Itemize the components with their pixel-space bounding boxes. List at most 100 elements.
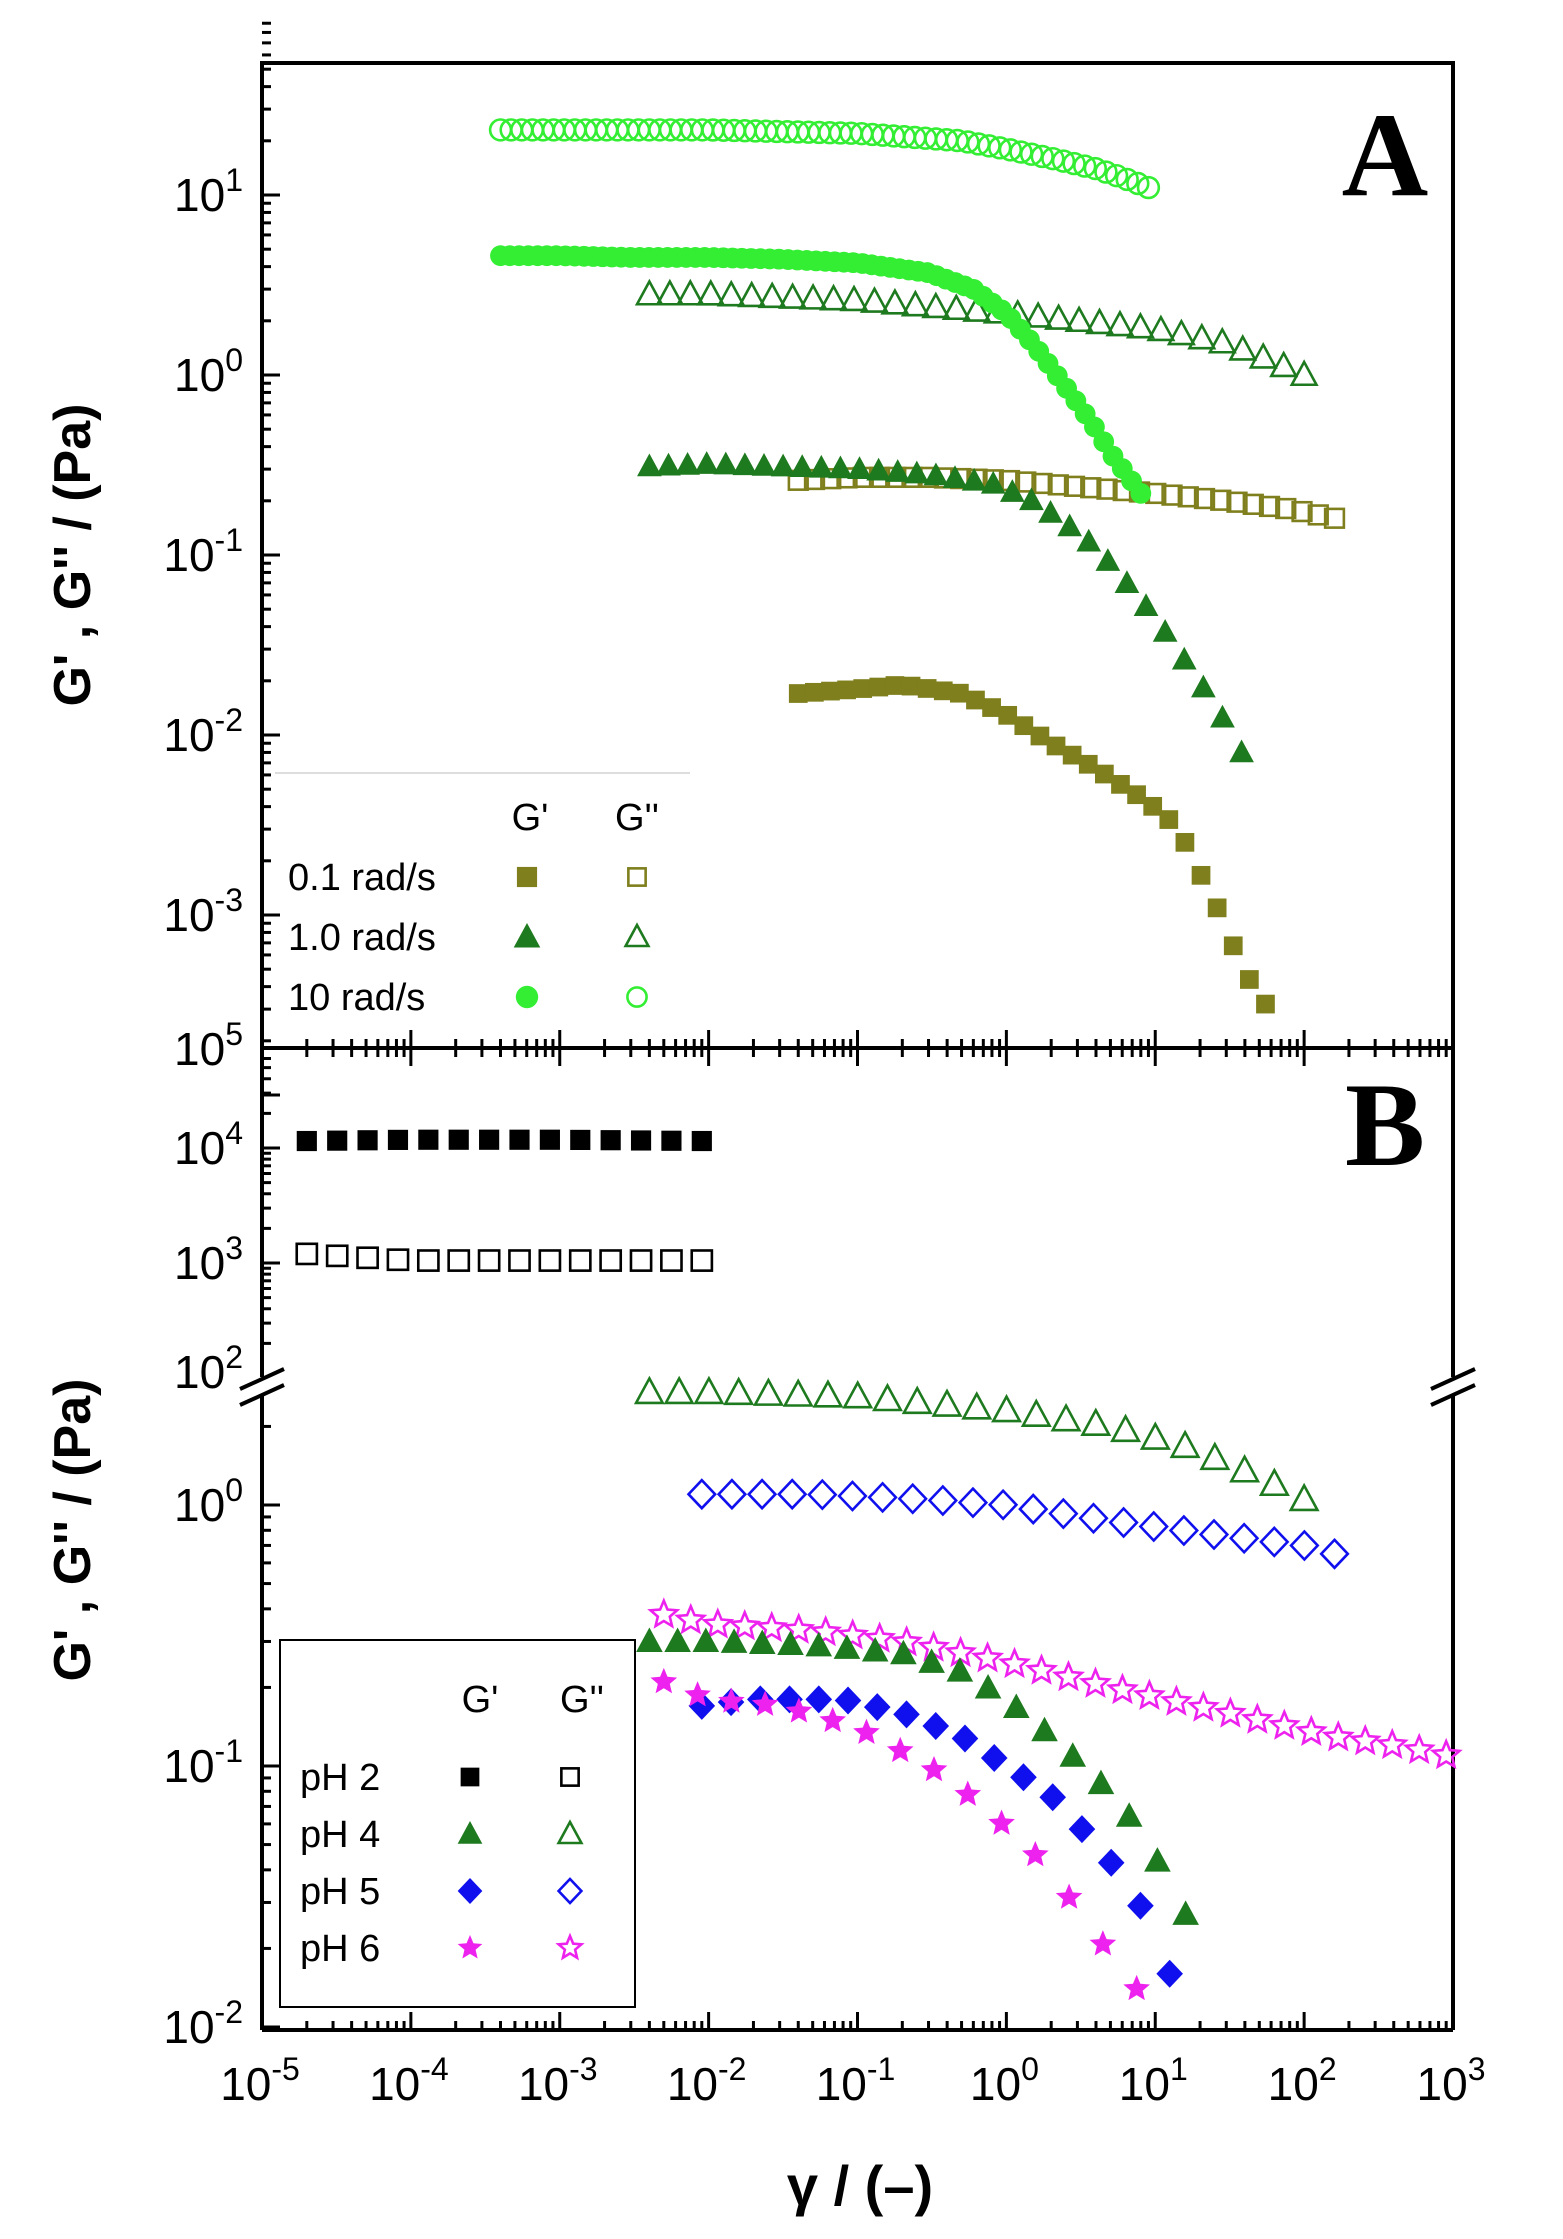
b-marker	[1258, 1467, 1290, 1497]
a-marker	[1094, 160, 1118, 184]
a-marker	[634, 278, 664, 306]
x-tick-label: 10-3	[518, 2051, 598, 2110]
b-marker	[538, 1249, 562, 1272]
b-marker	[1068, 1815, 1096, 1844]
a-marker	[1031, 472, 1053, 495]
b-marker	[636, 1627, 663, 1652]
b-marker	[600, 1130, 621, 1151]
x-tick-label: 10-5	[220, 2051, 300, 2110]
x-tick-label: 100	[970, 2051, 1039, 2110]
a-marker	[1044, 303, 1074, 330]
a-marker	[1083, 156, 1108, 181]
a-marker	[675, 278, 705, 306]
a-marker	[1143, 796, 1163, 816]
legend-header: G'	[462, 1679, 499, 1721]
a-series	[788, 676, 1275, 1014]
a-marker	[1062, 745, 1082, 765]
a-marker	[1229, 739, 1254, 763]
y-axis-label: G' , G'' / (Pa)	[44, 1379, 102, 1682]
b-series	[686, 1478, 1350, 1570]
b-marker	[448, 1129, 469, 1150]
a-marker	[1015, 471, 1037, 493]
a-marker	[828, 455, 853, 479]
legend-marker	[626, 986, 648, 1008]
a-marker	[1047, 474, 1069, 496]
b-marker	[633, 1375, 665, 1405]
legend-header: G'	[512, 797, 549, 839]
x-tick-label: 101	[1119, 2051, 1188, 2110]
a-marker	[1323, 507, 1346, 529]
b-marker	[1156, 1959, 1183, 1988]
b-marker	[809, 1614, 843, 1647]
b-marker	[295, 1242, 319, 1266]
y-tick-label: 10-1	[163, 522, 243, 581]
a-marker	[859, 286, 889, 313]
a-series	[490, 245, 1152, 504]
a-marker	[1076, 528, 1102, 552]
a-marker	[1193, 487, 1216, 510]
a-marker	[1210, 704, 1235, 728]
b-marker	[897, 1482, 928, 1515]
b-marker	[728, 1608, 762, 1641]
a-marker	[1171, 646, 1197, 670]
b-marker	[296, 1130, 317, 1152]
b-marker	[1229, 1522, 1260, 1555]
b-marker	[691, 1130, 712, 1152]
b-marker	[837, 1480, 868, 1512]
b-marker	[1199, 1441, 1231, 1471]
a-marker	[1104, 163, 1129, 188]
a-marker	[961, 467, 987, 491]
a-marker	[789, 454, 815, 478]
b-marker	[509, 1129, 530, 1150]
y-tick-label: 10-2	[163, 702, 243, 761]
legend: G' G'' 0.1 rad/s 1.0 rad/s 10 rad/s	[275, 772, 690, 1019]
b-marker	[663, 1375, 695, 1405]
b-marker	[951, 1724, 979, 1753]
b-marker	[842, 1379, 874, 1409]
b-marker	[1186, 1690, 1220, 1722]
a-marker	[1228, 333, 1258, 361]
a-marker	[950, 683, 969, 703]
b-marker	[867, 1481, 898, 1514]
legend-box	[279, 1639, 636, 2008]
b-marker	[886, 1736, 914, 1763]
a-marker	[1256, 994, 1275, 1014]
y-tick-label: 104	[174, 1115, 243, 1174]
b-marker	[718, 1687, 745, 1713]
b-marker	[692, 1627, 720, 1652]
a-marker	[980, 470, 1006, 494]
b-marker	[752, 1377, 784, 1406]
y-tick-label: 102	[174, 1339, 243, 1398]
y-tick-label: 10-3	[163, 882, 243, 941]
b-marker	[356, 1246, 379, 1270]
b-marker	[693, 1375, 725, 1405]
b-marker	[684, 1681, 711, 1707]
legend-marker	[556, 1819, 584, 1845]
b-marker	[1078, 1502, 1109, 1535]
a-marker	[901, 676, 921, 696]
x-tick-label: 10-4	[369, 2051, 449, 2110]
a-marker	[999, 479, 1025, 502]
a-marker	[1152, 619, 1178, 642]
b-marker	[690, 1249, 714, 1272]
b-marker	[755, 1610, 789, 1643]
a-marker	[1187, 322, 1217, 350]
a-marker	[1105, 309, 1135, 337]
b-marker	[1078, 1666, 1113, 1698]
a-marker	[1115, 167, 1139, 192]
b-marker	[861, 1636, 889, 1662]
b-marker	[918, 1648, 945, 1673]
b-marker	[1127, 1891, 1154, 1920]
b-marker	[418, 1129, 439, 1150]
a-marker	[1019, 487, 1044, 511]
a-marker	[1136, 175, 1161, 200]
a-marker	[1023, 300, 1053, 328]
b-marker	[1132, 1678, 1166, 1711]
b-marker	[1172, 1900, 1199, 1925]
b-marker	[1294, 1714, 1328, 1747]
b-marker	[1319, 1537, 1350, 1570]
y-axis-label: G' , G'' / (Pa)	[44, 404, 102, 707]
a-marker	[1111, 775, 1130, 794]
a-marker	[1175, 832, 1195, 852]
